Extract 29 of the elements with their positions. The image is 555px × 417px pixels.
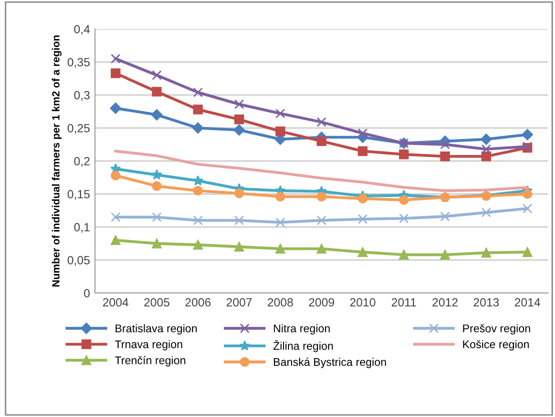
x-tick-label: 2004: [103, 298, 128, 307]
y-tick-label: 0,4: [74, 25, 90, 35]
x-tick-label: 2006: [185, 298, 211, 307]
y-tick-label: 0,05: [68, 256, 90, 266]
x-tick-label: 2011: [392, 298, 416, 307]
legend-label: Bratislava region: [116, 324, 197, 335]
y-tick-label: 0: [84, 289, 90, 298]
y-tick-label: 0,35: [68, 58, 90, 68]
y-tick-label: 0,1: [74, 223, 90, 233]
legend-label: Košice region: [463, 340, 529, 350]
y-tick-label: 0,25: [68, 124, 90, 134]
y-tick-label: 0,3: [74, 91, 90, 101]
legend-label: Žilina region: [273, 340, 333, 352]
x-tick-label: 2014: [514, 298, 540, 307]
legend-label: Trenčín region: [114, 356, 186, 366]
y-axis-title: Number of individual farmers per 1 km2 of a region: [52, 35, 62, 286]
legend-label: Trnava region: [114, 340, 182, 350]
x-tick-label: 2007: [226, 298, 252, 307]
legend-label: Banská Bystrica region: [274, 358, 386, 368]
legend-label: Nitra region: [274, 324, 330, 335]
x-tick-label: 2010: [350, 298, 376, 307]
x-tick-label: 2005: [144, 298, 170, 307]
x-tick-label: 2013: [474, 298, 499, 307]
x-tick-label: 2012: [432, 298, 458, 307]
x-tick-label: 2008: [268, 298, 293, 307]
y-tick-label: 0,2: [74, 157, 90, 167]
y-tick-label: 0,15: [68, 190, 90, 200]
x-tick-label: 2009: [308, 298, 334, 307]
legend-label: Prešov region: [463, 324, 530, 335]
